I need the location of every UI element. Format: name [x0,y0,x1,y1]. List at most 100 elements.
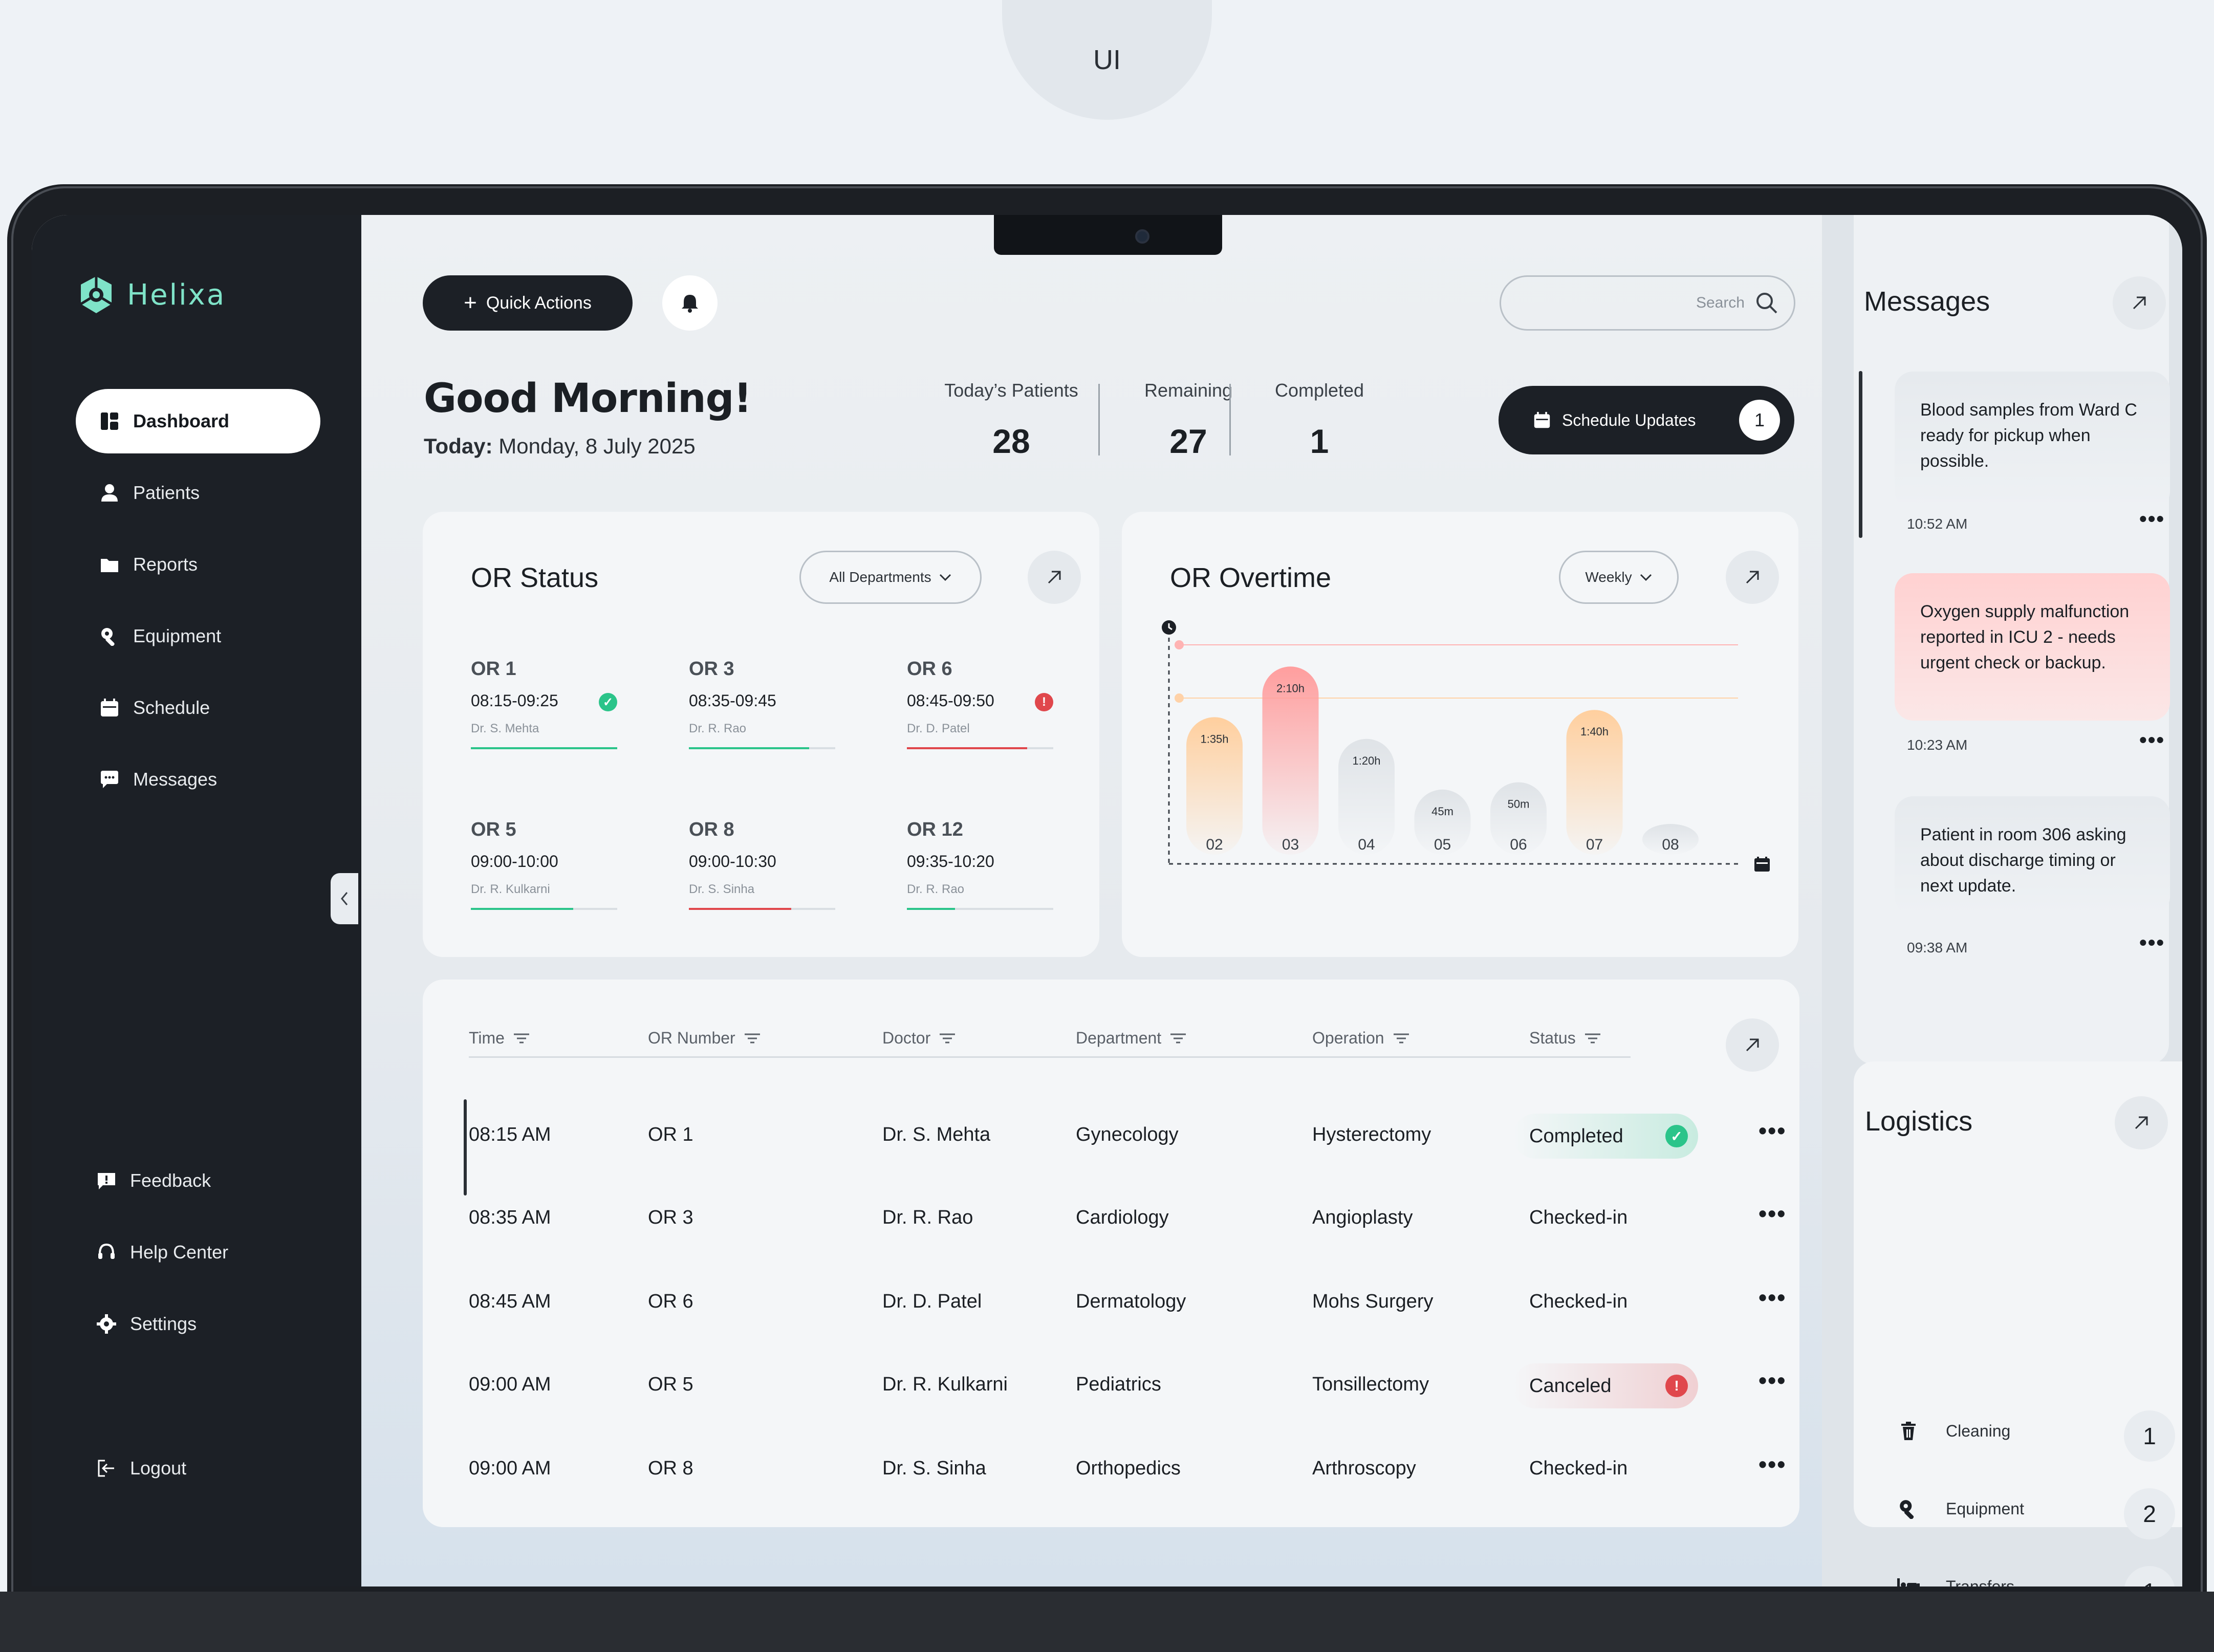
search-input[interactable]: Search [1500,275,1795,331]
message-card[interactable]: Blood samples from Ward C ready for pick… [1895,372,2170,510]
camera-icon [1135,229,1149,244]
or-room-item[interactable]: OR 5 09:00-10:00 Dr. R. Kulkarni [471,819,617,910]
message-more-icon[interactable]: ••• [2139,728,2165,752]
schedule-table-card [423,980,1799,1527]
logistics-item[interactable]: Equipment [1895,1498,2024,1519]
sidebar-item-dashboard[interactable]: Dashboard [76,389,320,453]
sidebar-item-feedback[interactable]: Feedback [73,1148,317,1213]
table-header-cell[interactable]: Operation [1312,1029,1410,1048]
sidebar-item-settings[interactable]: Settings [73,1292,317,1356]
table-cell: Dr. S. Sinha [882,1458,986,1479]
wrench-icon [1895,1498,1922,1519]
app-logo[interactable]: Helixa [76,274,226,315]
row-more-icon[interactable]: ••• [1759,1367,1787,1394]
table-cell: 08:35 AM [469,1207,551,1228]
chevron-down-icon [1640,574,1652,581]
or-room-item[interactable]: OR 8 09:00-10:30 Dr. S. Sinha [689,819,835,910]
message-card[interactable]: Patient in room 306 asking about dischar… [1895,796,2170,915]
bar-value-label: 50m [1508,798,1530,811]
main-content: + Quick Actions Search Good Morning! Tod… [361,215,1822,1586]
wrench-icon [99,626,120,646]
x-tick-label: 05 [1434,836,1451,853]
sidebar-item-label: Dashboard [133,410,230,431]
table-cell: Arthroscopy [1312,1458,1416,1479]
overtime-bar[interactable] [1262,666,1319,855]
table-cell: OR 8 [648,1458,693,1479]
table-cell: Dr. D. Patel [882,1291,982,1312]
sidebar-item-equipment[interactable]: Equipment [76,604,320,668]
sidebar-item-label: Messages [133,769,218,790]
schedule-updates-button[interactable]: Schedule Updates 1 [1499,386,1794,454]
or-progress-fill [689,908,792,910]
sidebar-item-help-center[interactable]: Help Center [73,1220,317,1285]
logistics-item[interactable]: Transfers [1895,1576,2014,1586]
or-progress-fill [907,908,956,910]
calendar-icon[interactable] [1754,857,1770,872]
table-cell: OR 5 [648,1374,693,1395]
x-tick-label: 08 [1662,836,1679,853]
message-card-urgent[interactable]: Oxygen supply malfunction reported in IC… [1895,573,2170,721]
arrow-up-right-icon [1746,1038,1759,1052]
or-progress-bar [907,908,1053,910]
sidebar-item-reports[interactable]: Reports [76,532,320,597]
logistics-item[interactable]: Cleaning [1895,1421,2010,1441]
overtime-bar[interactable] [1566,710,1623,855]
laptop-base [0,1592,2214,1652]
sidebar-collapse-button[interactable] [331,873,358,924]
sidebar-item-label: Feedback [130,1170,211,1191]
overtime-bar[interactable] [1642,824,1699,855]
greeting-title: Good Morning! [424,376,752,422]
overtime-bar[interactable] [1186,717,1243,855]
overtime-period-dropdown[interactable]: Weekly [1559,551,1679,604]
overtime-bar[interactable] [1414,789,1471,855]
table-cell: Angioplasty [1312,1207,1413,1228]
x-tick-label: 06 [1510,836,1527,853]
sidebar-item-schedule[interactable]: Schedule [76,676,320,740]
headset-icon [96,1242,117,1263]
or-status-expand-button[interactable] [1028,551,1081,604]
sidebar-item-messages[interactable]: Messages [76,747,320,812]
table-header-cell[interactable]: Time [469,1029,530,1048]
row-more-icon[interactable]: ••• [1759,1117,1787,1144]
overtime-bar[interactable] [1490,782,1547,855]
or-room-item[interactable]: OR 3 08:35-09:45 Dr. R. Rao [689,658,835,749]
messages-scrollbar[interactable] [1859,371,1862,538]
row-more-icon[interactable]: ••• [1759,1200,1787,1227]
check-icon: ✓ [599,693,617,711]
or-room-item[interactable]: OR 12 09:35-10:20 Dr. R. Rao [907,819,1053,910]
message-more-icon[interactable]: ••• [2139,507,2165,531]
helixa-logo-icon [80,276,113,313]
stat-divider [1098,384,1100,455]
chat-icon [99,769,120,790]
row-more-icon[interactable]: ••• [1759,1284,1787,1311]
or-room-time: 09:00-10:30 [689,852,776,871]
or-room-item[interactable]: OR 6 08:45-09:50 Dr. D. Patel! [907,658,1053,749]
sidebar-item-patients[interactable]: Patients [76,461,320,525]
or-progress-fill [689,747,809,749]
or-progress-bar [471,747,617,749]
chevron-down-icon [939,574,951,581]
or-room-time: 08:15-09:25 [471,691,558,710]
logistics-label: Transfers [1946,1577,2014,1587]
bed-icon [1895,1576,1922,1586]
table-header-cell[interactable]: Doctor [882,1029,956,1048]
logistics-expand-button[interactable] [2115,1096,2168,1149]
overtime-bar[interactable] [1338,738,1395,855]
message-more-icon[interactable]: ••• [2139,930,2165,954]
bar-value-label: 2:10h [1276,682,1305,694]
table-cell: 08:45 AM [469,1291,551,1312]
department-filter-dropdown[interactable]: All Departments [799,551,982,604]
notifications-button[interactable] [662,275,718,331]
table-header-cell[interactable]: Department [1076,1029,1187,1048]
messages-expand-button[interactable] [2113,276,2166,330]
row-more-icon[interactable]: ••• [1759,1451,1787,1477]
logout-button[interactable]: Logout [73,1436,317,1501]
quick-actions-button[interactable]: + Quick Actions [423,275,633,331]
status-badge: Canceled! [1513,1363,1698,1408]
table-header-cell[interactable]: Status [1529,1029,1601,1048]
bell-icon [682,295,698,313]
or-room-item[interactable]: OR 1 08:15-09:25 Dr. S. Mehta ✓ [471,658,617,749]
table-expand-button[interactable] [1726,1018,1779,1072]
or-overtime-expand-button[interactable] [1726,551,1779,604]
table-header-cell[interactable]: OR Number [648,1029,761,1048]
